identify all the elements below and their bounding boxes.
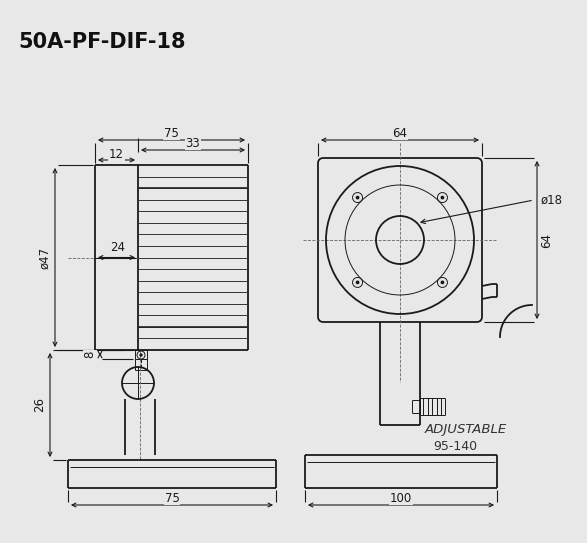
Circle shape	[356, 197, 359, 199]
Text: 24: 24	[110, 241, 126, 254]
Circle shape	[441, 281, 444, 283]
Text: 100: 100	[390, 491, 412, 504]
Text: 75: 75	[164, 127, 179, 140]
Text: 26: 26	[33, 397, 46, 413]
Text: 8: 8	[83, 351, 96, 358]
Text: 64: 64	[393, 127, 407, 140]
Text: 50A-PF-DIF-18: 50A-PF-DIF-18	[18, 32, 185, 52]
Text: 95-140: 95-140	[433, 439, 477, 452]
Circle shape	[441, 197, 444, 199]
Text: ADJUSTABLE: ADJUSTABLE	[425, 424, 507, 437]
Text: ø18: ø18	[541, 193, 563, 206]
Text: 75: 75	[164, 491, 180, 504]
Text: 33: 33	[185, 136, 200, 149]
Text: ø47: ø47	[39, 247, 52, 269]
Circle shape	[140, 354, 142, 356]
Circle shape	[356, 281, 359, 283]
Text: 64: 64	[541, 232, 554, 248]
Text: 12: 12	[109, 148, 124, 161]
